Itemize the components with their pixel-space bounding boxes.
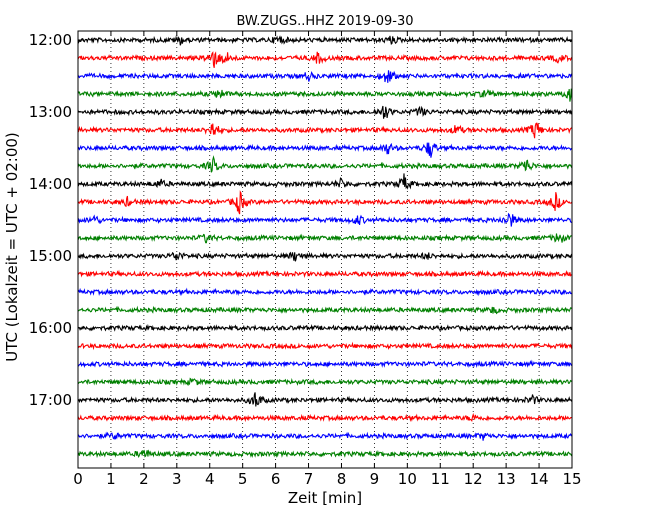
trace-1530 (77, 287, 573, 297)
trace-1700 (77, 392, 573, 407)
trace-layer (77, 35, 573, 459)
y-tick-label: 13:00 (29, 103, 72, 121)
x-tick-label: 10 (398, 470, 417, 488)
x-tick-label: 12 (464, 470, 483, 488)
trace-1545 (77, 305, 573, 315)
trace-1345 (77, 155, 573, 173)
y-tick-label: 14:00 (29, 175, 72, 193)
grid-layer (110, 31, 540, 468)
y-tick-label: 17:00 (29, 391, 72, 409)
y-axis-ticks: 12:00 13:00 14:00 15:00 16:00 17:00 (29, 31, 572, 409)
trace-1630 (77, 359, 573, 369)
x-tick-label: 2 (139, 470, 149, 488)
trace-1415 (77, 190, 573, 215)
x-tick-label: 11 (431, 470, 450, 488)
x-tick-label: 14 (530, 470, 549, 488)
y-tick-label: 12:00 (29, 31, 72, 49)
x-axis-label: Zeit [min] (288, 489, 362, 507)
x-tick-label: 13 (497, 470, 516, 488)
x-axis-ticks: 0 1 2 3 4 5 6 7 8 9 10 11 12 13 14 15 (73, 31, 582, 488)
x-tick-label: 1 (106, 470, 116, 488)
trace-1300 (77, 105, 573, 119)
trace-1330 (77, 142, 573, 158)
trace-1500 (77, 251, 573, 262)
trace-1445 (77, 233, 573, 244)
chart-title: BW.ZUGS..HHZ 2019-09-30 (236, 14, 413, 29)
x-tick-label: 15 (562, 470, 581, 488)
trace-1645 (77, 377, 573, 386)
trace-1430 (77, 212, 573, 227)
x-tick-label: 7 (304, 470, 314, 488)
x-tick-label: 9 (370, 470, 380, 488)
x-tick-label: 5 (238, 470, 248, 488)
x-tick-label: 6 (271, 470, 281, 488)
trace-1715 (77, 412, 573, 423)
x-tick-label: 3 (172, 470, 182, 488)
x-tick-label: 8 (337, 470, 347, 488)
trace-1615 (77, 341, 573, 351)
y-tick-label: 16:00 (29, 319, 72, 337)
y-tick-label: 15:00 (29, 247, 72, 265)
trace-1200 (77, 35, 573, 46)
trace-1245 (77, 88, 573, 102)
trace-1215 (77, 51, 573, 69)
trace-1400 (77, 173, 573, 190)
trace-1230 (77, 70, 573, 83)
trace-1600 (77, 323, 573, 333)
x-tick-label: 4 (205, 470, 215, 488)
trace-1515 (77, 269, 573, 279)
y-axis-label: UTC (Lokalzeit = UTC + 02:00) (3, 132, 21, 362)
trace-1730 (77, 431, 573, 441)
trace-1745 (77, 449, 573, 459)
trace-1315 (77, 122, 573, 139)
plot-frame (77, 30, 573, 469)
x-tick-label: 0 (73, 470, 83, 488)
